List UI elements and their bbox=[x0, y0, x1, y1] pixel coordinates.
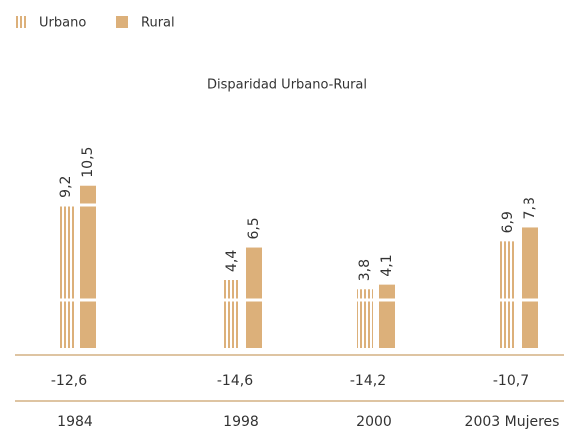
bar bbox=[379, 284, 395, 348]
disparity-label: -14,6 bbox=[217, 373, 253, 389]
value-label: 3,8 bbox=[357, 259, 373, 281]
chart-title: Disparidad Urbano-Rural bbox=[207, 78, 367, 93]
disparity-label: -10,7 bbox=[493, 373, 529, 389]
legend-swatch bbox=[14, 16, 26, 28]
legend-label: Urbano bbox=[39, 16, 86, 31]
value-label: 6,9 bbox=[500, 211, 516, 233]
bar bbox=[357, 289, 373, 348]
value-label: 10,5 bbox=[80, 147, 96, 178]
x-tick-label: 2000 bbox=[356, 414, 392, 430]
x-tick-label: 2003 Mujeres bbox=[465, 414, 560, 430]
x-tick-label: 1998 bbox=[223, 414, 259, 430]
legend-swatch bbox=[116, 16, 128, 28]
bar bbox=[500, 241, 516, 348]
value-label: 6,5 bbox=[246, 217, 262, 239]
bar bbox=[58, 205, 74, 348]
bar bbox=[224, 280, 240, 348]
value-label: 7,8 bbox=[522, 197, 538, 219]
bar bbox=[80, 185, 96, 348]
disparity-label: -14,2 bbox=[350, 373, 386, 389]
value-label: 9,2 bbox=[58, 176, 74, 198]
value-label: 4,4 bbox=[224, 250, 240, 272]
x-tick-label: 1984 bbox=[57, 414, 93, 430]
legend-label: Rural bbox=[141, 16, 175, 31]
value-label: 4,1 bbox=[379, 254, 395, 276]
disparity-label: -12,6 bbox=[51, 373, 87, 389]
bar bbox=[522, 227, 538, 348]
bar bbox=[246, 247, 262, 348]
